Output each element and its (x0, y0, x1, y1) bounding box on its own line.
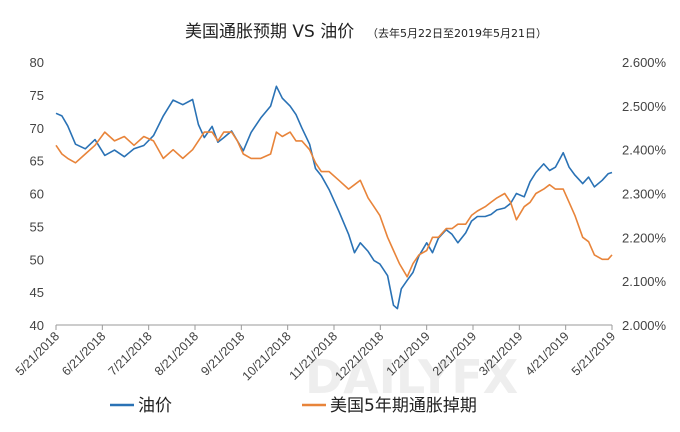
x-tick-label: 8/21/2018 (152, 329, 201, 378)
x-tick-label: 5/21/2019 (569, 329, 618, 378)
series-layer (55, 85, 613, 310)
right-axis-ticks: 2.000% 2.100% 2.200% 2.300% 2.400% 2.500% 2.60… (622, 55, 667, 333)
x-tick-label: 4/21/2019 (523, 329, 572, 378)
left-tick-label: 40 (30, 318, 44, 333)
x-tick-label: 10/21/2018 (240, 329, 294, 383)
left-tick-label: 80 (30, 55, 44, 70)
x-tick-label: 7/21/2018 (106, 329, 155, 378)
chart-title: 美国通胀预期 VS 油价 (185, 22, 354, 42)
right-tick-label: 2.200% (622, 230, 667, 245)
right-tick-label: 2.100% (622, 274, 667, 289)
right-tick-label: 2.500% (622, 99, 667, 114)
legend-label: 美国5年期通胀掉期 (330, 396, 477, 416)
chart-title-group: 美国通胀预期 VS 油价 （去年5月22日至2019年5月21日） (185, 22, 547, 42)
left-tick-label: 75 (30, 88, 44, 103)
left-tick-label: 65 (30, 154, 44, 169)
x-tick-label: 9/21/2018 (198, 329, 247, 378)
x-tick-label: 6/21/2018 (59, 329, 108, 378)
x-tick-label: 5/21/2018 (13, 329, 62, 378)
right-tick-label: 2.300% (622, 187, 667, 202)
right-tick-label: 2.600% (622, 55, 667, 70)
left-tick-label: 60 (30, 187, 44, 202)
dailyfx-watermark: DAILYFX (305, 350, 518, 404)
left-axis-ticks: 40 45 50 55 60 65 70 75 80 (30, 55, 44, 333)
legend: 油价 美国5年期通胀掉期 (110, 396, 477, 416)
left-tick-label: 50 (30, 252, 44, 267)
left-tick-label: 70 (30, 121, 44, 136)
series-line-oil-price (55, 85, 613, 310)
left-tick-label: 45 (30, 285, 44, 300)
right-tick-label: 2.000% (622, 318, 667, 333)
left-tick-label: 55 (30, 219, 44, 234)
right-tick-label: 2.400% (622, 143, 667, 158)
legend-label: 油价 (138, 396, 172, 416)
chart-subtitle: （去年5月22日至2019年5月21日） (367, 26, 547, 40)
series-line-inflation-swap (55, 131, 613, 278)
